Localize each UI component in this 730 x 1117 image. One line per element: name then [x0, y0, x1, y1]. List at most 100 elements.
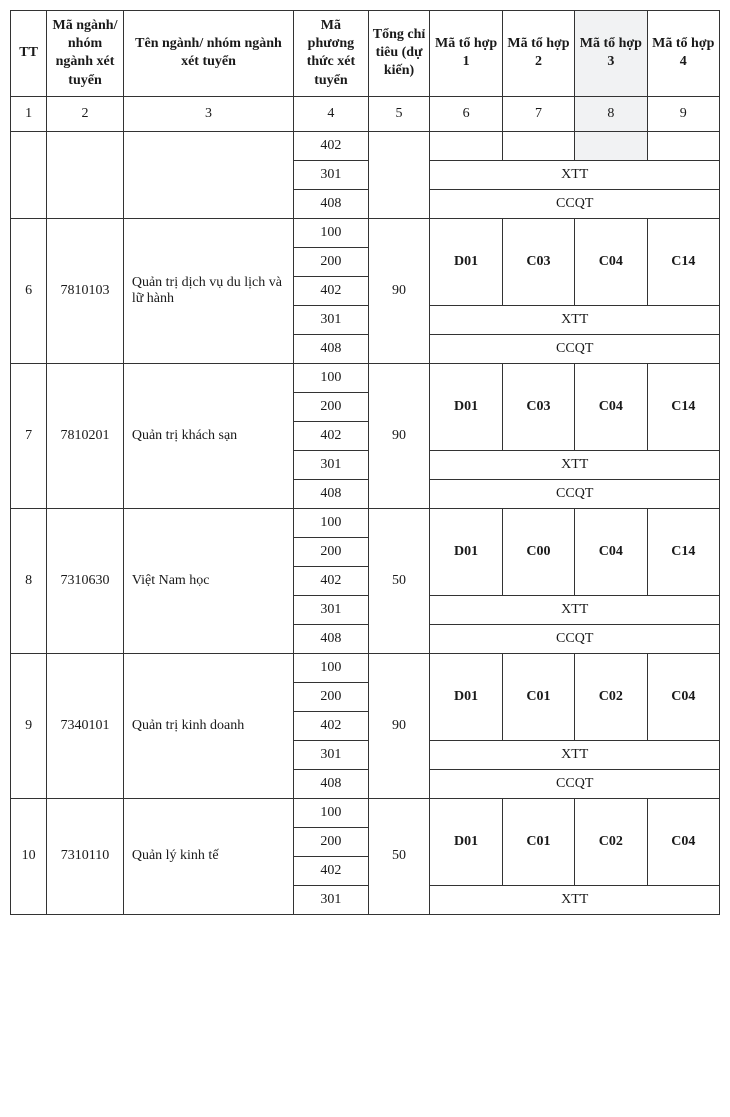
xtt-cell: XTT [430, 450, 720, 479]
combo-cell [575, 131, 647, 160]
ccqt-cell: CCQT [430, 624, 720, 653]
quota-cell: 50 [368, 508, 430, 653]
combo-cell: C04 [575, 363, 647, 450]
method-cell: 408 [294, 624, 369, 653]
code-cell: 7340101 [47, 653, 124, 798]
header-ma-to-hop-4: Mã tổ hợp 4 [647, 11, 719, 97]
xtt-cell: XTT [430, 595, 720, 624]
method-cell: 402 [294, 421, 369, 450]
method-cell: 301 [294, 305, 369, 334]
method-cell: 200 [294, 247, 369, 276]
colnum-8: 8 [575, 96, 647, 131]
header-ma-to-hop-2: Mã tổ hợp 2 [502, 11, 574, 97]
code-cell: 7310630 [47, 508, 124, 653]
xtt-cell: XTT [430, 305, 720, 334]
name-cell [123, 131, 293, 218]
method-cell: 408 [294, 189, 369, 218]
quota-cell: 50 [368, 798, 430, 914]
code-cell: 7310110 [47, 798, 124, 914]
method-cell: 100 [294, 508, 369, 537]
tt-cell [11, 131, 47, 218]
header-row: TT Mã ngành/ nhóm ngành xét tuyển Tên ng… [11, 11, 720, 97]
combo-cell: C04 [575, 218, 647, 305]
combo-cell: C14 [647, 218, 719, 305]
method-cell: 408 [294, 769, 369, 798]
header-ma-to-hop-1: Mã tổ hợp 1 [430, 11, 502, 97]
xtt-cell: XTT [430, 740, 720, 769]
method-cell: 301 [294, 740, 369, 769]
tt-cell: 10 [11, 798, 47, 914]
colnum-4: 4 [294, 96, 369, 131]
col-number-row: 1 2 3 4 5 6 7 8 9 [11, 96, 720, 131]
combo-cell: C02 [575, 798, 647, 885]
admission-table: TT Mã ngành/ nhóm ngành xét tuyển Tên ng… [10, 10, 720, 915]
ccqt-cell: CCQT [430, 479, 720, 508]
method-cell: 100 [294, 798, 369, 827]
combo-cell: D01 [430, 363, 502, 450]
colnum-3: 3 [123, 96, 293, 131]
quota-cell: 90 [368, 363, 430, 508]
combo-cell: C14 [647, 508, 719, 595]
combo-cell: C04 [575, 508, 647, 595]
header-ma-nganh: Mã ngành/ nhóm ngành xét tuyển [47, 11, 124, 97]
method-cell: 100 [294, 218, 369, 247]
colnum-1: 1 [11, 96, 47, 131]
combo-cell [430, 131, 502, 160]
colnum-9: 9 [647, 96, 719, 131]
combo-cell: D01 [430, 798, 502, 885]
combo-cell: C01 [502, 798, 574, 885]
ccqt-cell: CCQT [430, 334, 720, 363]
tt-cell: 9 [11, 653, 47, 798]
method-cell: 408 [294, 479, 369, 508]
tt-cell: 8 [11, 508, 47, 653]
combo-cell: C00 [502, 508, 574, 595]
name-cell: Việt Nam học [123, 508, 293, 653]
header-ma-to-hop-3: Mã tổ hợp 3 [575, 11, 647, 97]
ccqt-cell: CCQT [430, 769, 720, 798]
header-ma-phuong-thuc: Mã phương thức xét tuyển [294, 11, 369, 97]
colnum-2: 2 [47, 96, 124, 131]
name-cell: Quản trị kinh doanh [123, 653, 293, 798]
combo-cell: D01 [430, 508, 502, 595]
colnum-5: 5 [368, 96, 430, 131]
combo-cell [647, 131, 719, 160]
xtt-cell: XTT [430, 885, 720, 914]
method-cell: 301 [294, 595, 369, 624]
quota-cell: 90 [368, 218, 430, 363]
quota-cell [368, 131, 430, 218]
method-cell: 200 [294, 392, 369, 421]
method-cell: 402 [294, 276, 369, 305]
combo-cell: C14 [647, 363, 719, 450]
combo-cell: C03 [502, 363, 574, 450]
code-cell: 7810103 [47, 218, 124, 363]
method-cell: 200 [294, 682, 369, 711]
method-cell: 402 [294, 131, 369, 160]
combo-cell: D01 [430, 218, 502, 305]
combo-cell: C04 [647, 798, 719, 885]
name-cell: Quản trị khách sạn [123, 363, 293, 508]
quota-cell: 90 [368, 653, 430, 798]
combo-cell: C03 [502, 218, 574, 305]
ccqt-cell: CCQT [430, 189, 720, 218]
name-cell: Quản lý kinh tế [123, 798, 293, 914]
colnum-6: 6 [430, 96, 502, 131]
code-cell [47, 131, 124, 218]
tt-cell: 6 [11, 218, 47, 363]
method-cell: 301 [294, 450, 369, 479]
method-cell: 408 [294, 334, 369, 363]
header-tong-chi-tieu: Tổng chỉ tiêu (dự kiến) [368, 11, 430, 97]
combo-cell: C01 [502, 653, 574, 740]
method-cell: 402 [294, 856, 369, 885]
name-cell: Quản trị dịch vụ du lịch và lữ hành [123, 218, 293, 363]
xtt-cell: XTT [430, 160, 720, 189]
method-cell: 402 [294, 711, 369, 740]
method-cell: 402 [294, 566, 369, 595]
method-cell: 100 [294, 363, 369, 392]
colnum-7: 7 [502, 96, 574, 131]
tt-cell: 7 [11, 363, 47, 508]
combo-cell: C02 [575, 653, 647, 740]
header-ten-nganh: Tên ngành/ nhóm ngành xét tuyển [123, 11, 293, 97]
method-cell: 100 [294, 653, 369, 682]
combo-cell [502, 131, 574, 160]
combo-cell: C04 [647, 653, 719, 740]
